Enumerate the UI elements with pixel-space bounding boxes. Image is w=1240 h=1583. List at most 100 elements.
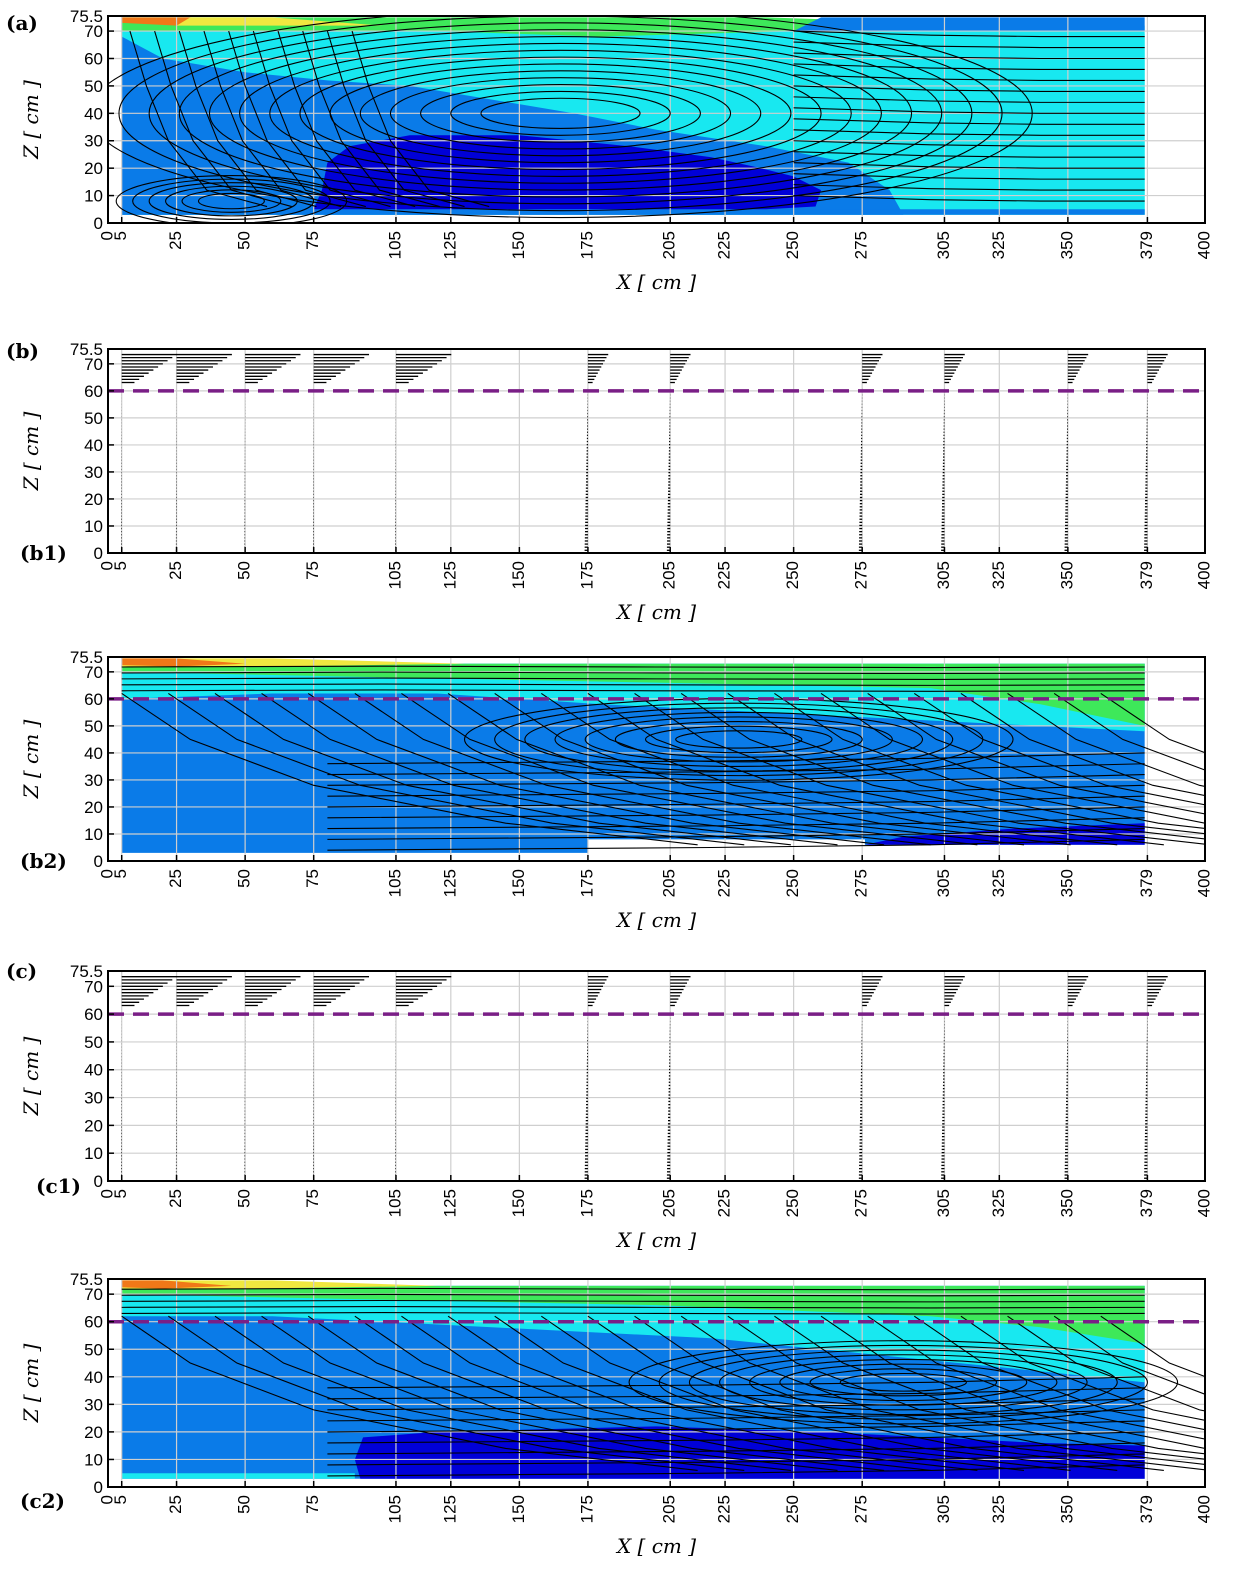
streamline <box>121 683 1145 686</box>
y-tick-label: 0 <box>94 852 103 871</box>
x-tick-label: 225 <box>715 561 734 589</box>
streamline <box>793 129 1145 136</box>
streamline <box>327 773 1145 786</box>
y-tick-label: 70 <box>84 355 103 374</box>
x-tick-label: 400 <box>1194 231 1213 259</box>
streamline <box>121 1305 1145 1309</box>
y-tick-label: 20 <box>84 798 103 817</box>
velocity-profile-175 <box>584 353 609 551</box>
y-tick-label: 30 <box>84 771 103 790</box>
streamline <box>628 1340 1179 1425</box>
x-tick-label: 5 <box>111 1189 130 1198</box>
y-axis-label: Z [ cm ] <box>19 1036 43 1116</box>
x-axis-label: X [ cm ] <box>615 1228 696 1252</box>
x-tick-label: 305 <box>934 231 953 259</box>
y-tick-label: 10 <box>84 1450 103 1469</box>
x-tick-label: 150 <box>509 1189 528 1217</box>
x-tick-label: 50 <box>235 1495 254 1514</box>
x-tick-label: 105 <box>385 869 404 897</box>
streamline <box>121 1299 1145 1303</box>
streamline <box>307 693 885 846</box>
streamline <box>793 85 1145 92</box>
streamline <box>269 49 852 177</box>
x-tick-label: 250 <box>783 231 802 259</box>
streamline <box>148 22 973 205</box>
x-tick-label: 205 <box>660 231 679 259</box>
streamline <box>1053 693 1205 771</box>
streamline <box>307 1315 885 1472</box>
x-axis-label: X [ cm ] <box>615 600 696 624</box>
streamline <box>228 30 366 208</box>
streamline <box>793 41 1145 49</box>
y-tick-label: 60 <box>84 1005 103 1024</box>
x-tick-label: 150 <box>509 561 528 589</box>
streamline <box>401 693 978 846</box>
streamline <box>793 96 1145 103</box>
y-tick-label: 50 <box>84 1340 103 1359</box>
panel-label-b2: (b2) <box>20 849 67 873</box>
y-tick-label: 10 <box>84 1144 103 1163</box>
y-tick-label: 30 <box>84 132 103 151</box>
x-tick-label: 250 <box>783 869 802 897</box>
x-tick-label: 305 <box>934 561 953 589</box>
velocity-profile-205 <box>666 353 691 551</box>
panel-label-c1: (c1) <box>36 1174 81 1198</box>
chart-panel-c2: 05 25 50 75 105 125 150 175 205 225 250 275 305 325 35… <box>19 1270 1213 1558</box>
x-tick-label: 75 <box>303 869 322 888</box>
streamline <box>793 52 1145 60</box>
streamline <box>327 1376 1145 1389</box>
streamline <box>327 817 1145 830</box>
streamline <box>793 151 1145 158</box>
x-tick-label: 5 <box>111 869 130 878</box>
streamline <box>774 693 1205 829</box>
velocity-profile-25 <box>175 353 232 551</box>
y-axis-label: Z [ cm ] <box>19 80 43 160</box>
streamline <box>960 693 1205 797</box>
streamline <box>121 693 698 846</box>
streamline <box>793 63 1145 71</box>
streamline <box>121 665 1145 669</box>
x-tick-label: 225 <box>715 1189 734 1217</box>
y-tick-label: 60 <box>84 49 103 68</box>
field-green <box>121 1285 1145 1344</box>
streamline <box>793 74 1145 81</box>
y-tick-label: 60 <box>84 382 103 401</box>
y-tick-label: 75.5 <box>70 7 103 26</box>
streamline <box>820 693 1205 824</box>
streamline <box>302 30 440 208</box>
x-tick-label: 0 <box>97 561 116 570</box>
x-tick-label: 75 <box>303 561 322 580</box>
x-tick-label: 0 <box>97 231 116 240</box>
streamline <box>327 1442 1145 1455</box>
x-axis-label: X [ cm ] <box>615 1534 696 1558</box>
streamline <box>584 716 893 763</box>
streamline <box>719 1354 1088 1411</box>
grid <box>108 971 1205 1181</box>
streamline <box>359 70 762 157</box>
x-tick-label: 350 <box>1057 231 1076 259</box>
x-tick-label: 5 <box>111 1495 130 1504</box>
streamline <box>779 1363 1028 1402</box>
x-tick-label: 400 <box>1194 1189 1213 1217</box>
streamline <box>867 1315 1205 1440</box>
plot-area <box>108 1279 1205 1487</box>
streamline <box>494 702 984 777</box>
x-tick-label: 75 <box>303 1189 322 1208</box>
x-tick-label: 350 <box>1057 561 1076 589</box>
streamline <box>121 677 1145 680</box>
y-tick-label: 70 <box>84 663 103 682</box>
x-tick-label: 0 <box>97 1189 116 1198</box>
streamline <box>450 90 671 136</box>
streamline <box>327 1464 1145 1477</box>
field-yellow <box>176 17 383 26</box>
x-tick-label: 379 <box>1137 1495 1156 1523</box>
streamline <box>327 1409 1145 1422</box>
x-tick-label: 175 <box>577 231 596 259</box>
y-tick-label: 0 <box>94 544 103 563</box>
streamline <box>793 195 1145 202</box>
streamline <box>148 182 315 220</box>
velocity-profile-350 <box>1064 353 1089 551</box>
x-tick-label: 50 <box>235 869 254 888</box>
y-tick-label: 50 <box>84 1033 103 1052</box>
streamline <box>960 1315 1205 1421</box>
